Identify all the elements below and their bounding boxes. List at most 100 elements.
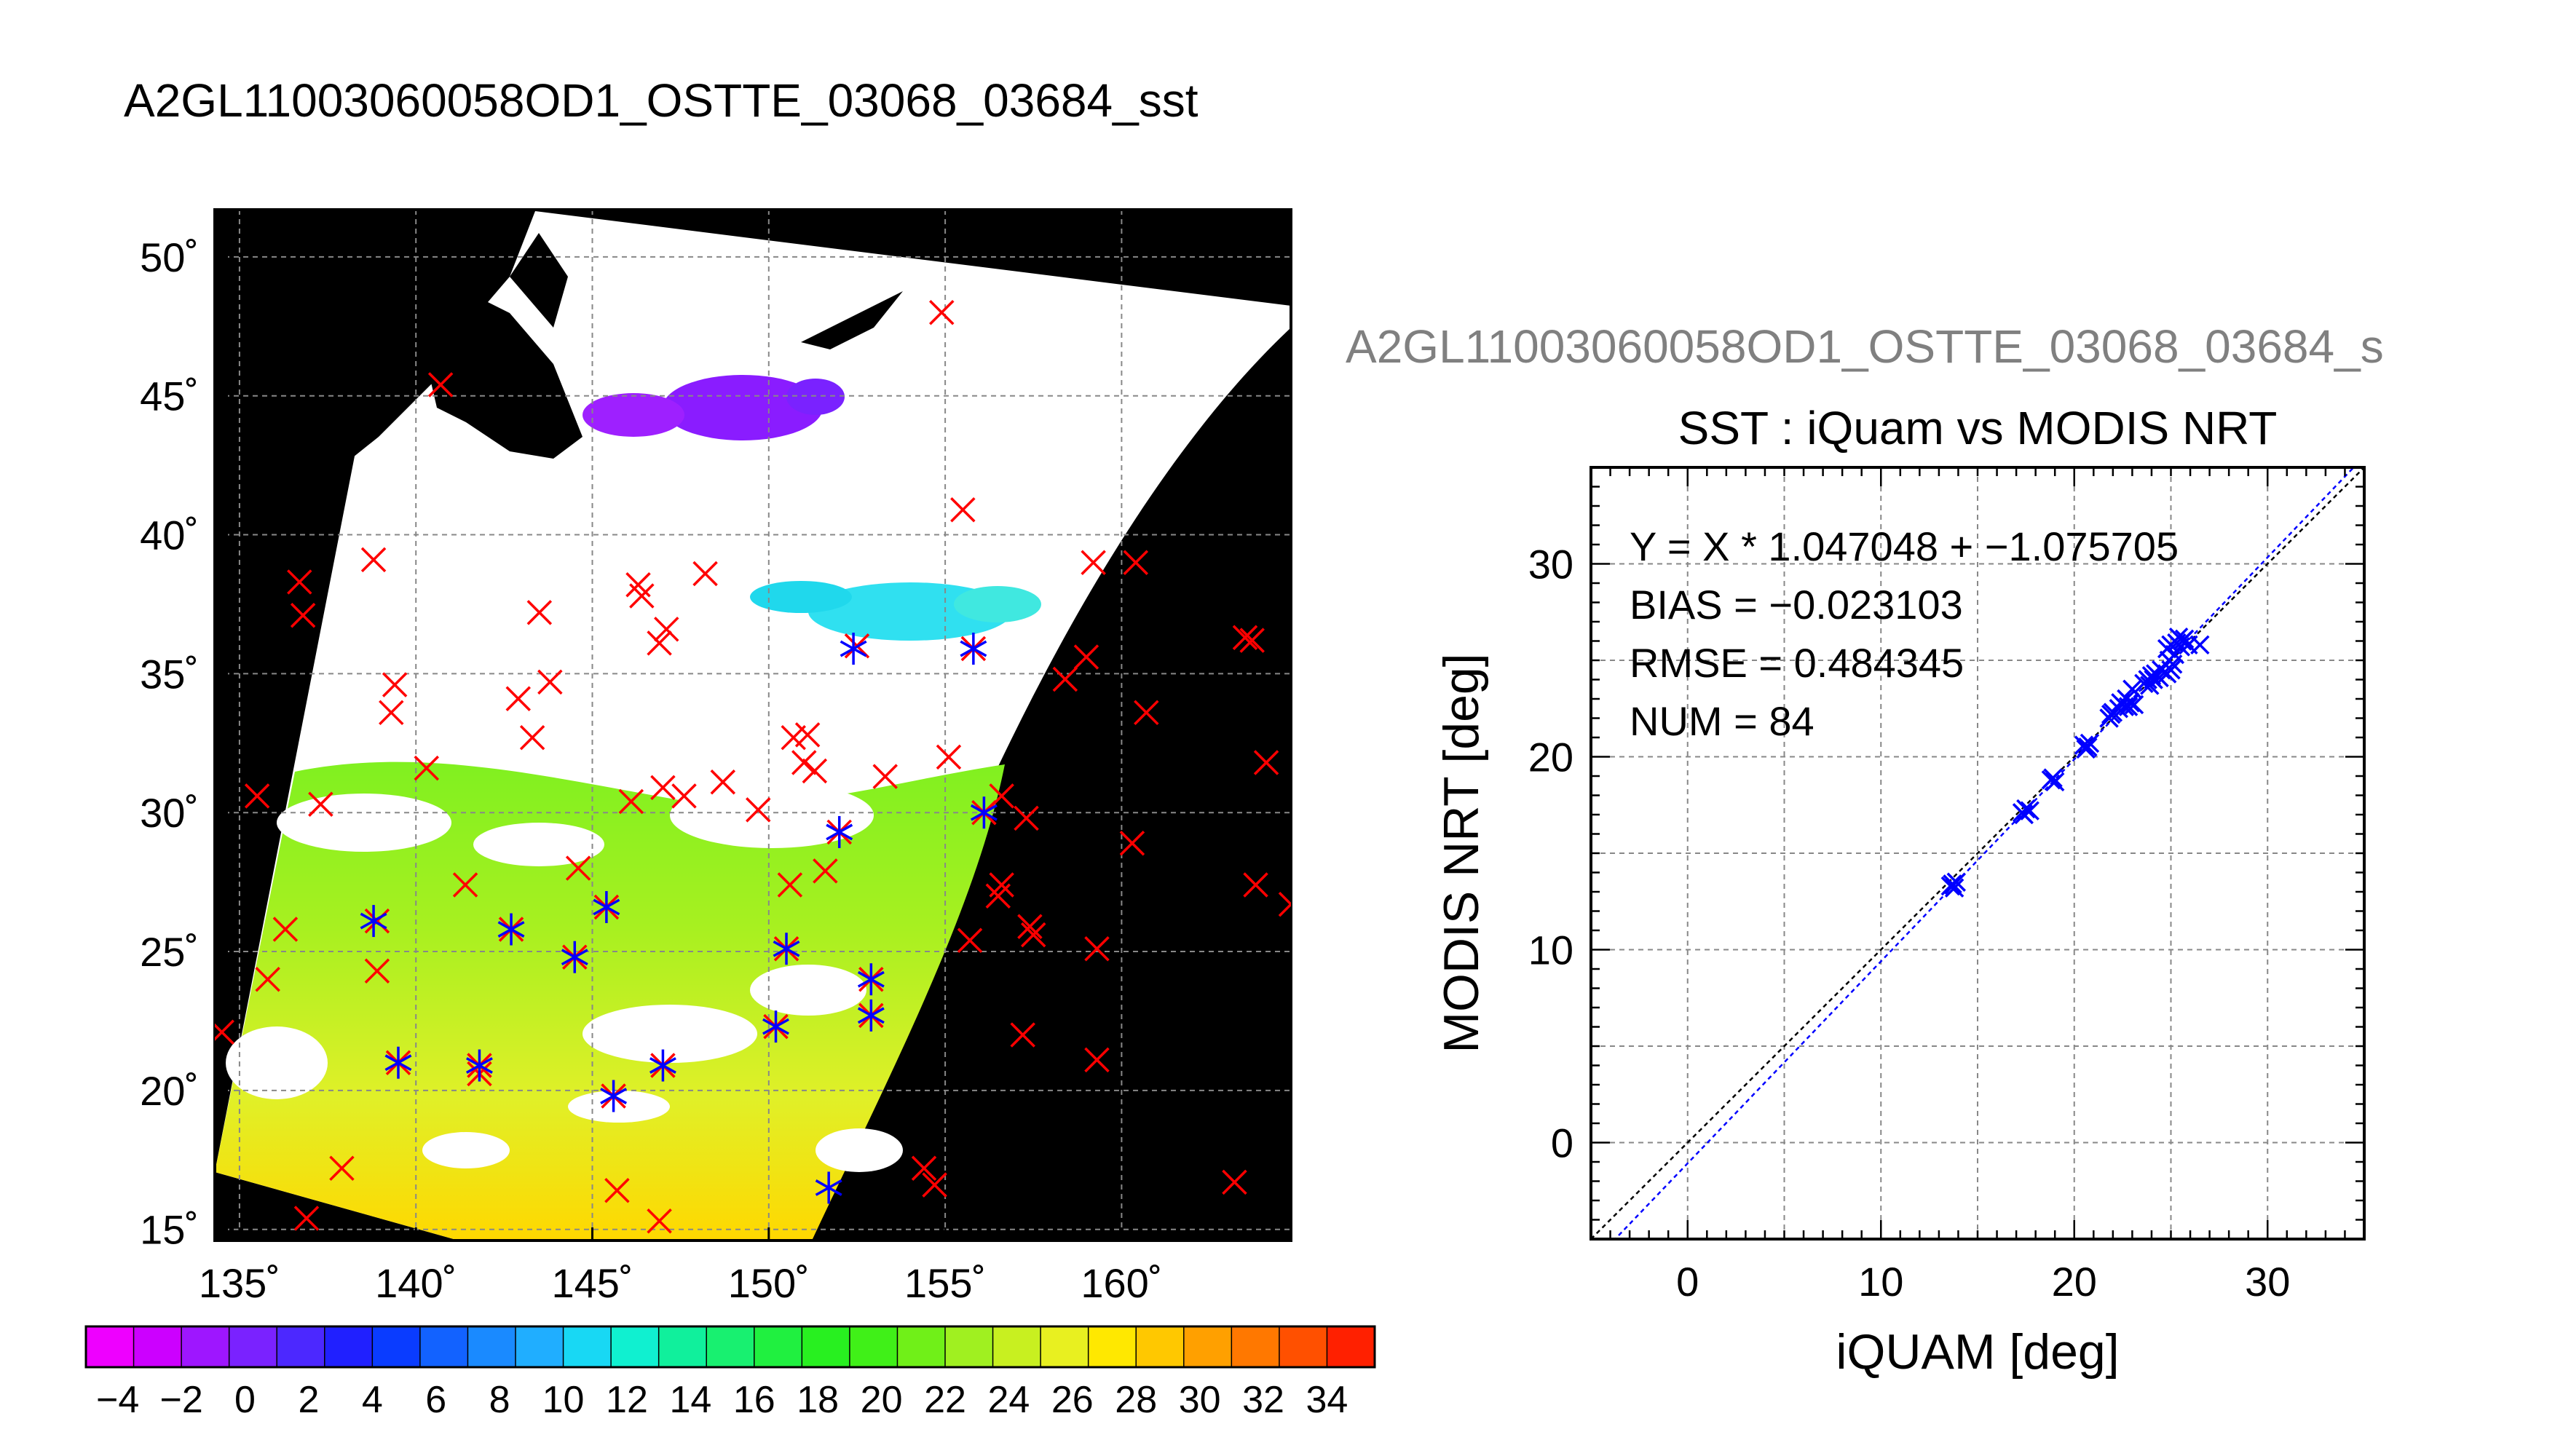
iquam-marker bbox=[1134, 700, 1159, 726]
matchup-marker bbox=[970, 796, 998, 829]
scatter-point bbox=[1946, 872, 1967, 892]
iquam-marker bbox=[1243, 872, 1268, 898]
scatter-point bbox=[2045, 772, 2065, 792]
iquam-marker bbox=[329, 1155, 355, 1182]
iquam-marker bbox=[692, 561, 718, 587]
colorbar-label: 4 bbox=[362, 1379, 383, 1421]
colorbar-cell bbox=[133, 1326, 183, 1368]
iquam-marker bbox=[1052, 666, 1078, 692]
colorbar-label: −2 bbox=[159, 1379, 202, 1421]
matchup-marker bbox=[561, 941, 588, 973]
colorbar-cell bbox=[515, 1326, 564, 1368]
map-x-tick-label: 140˚ bbox=[375, 1260, 457, 1306]
map-x-tick-label: 155˚ bbox=[904, 1260, 986, 1306]
scatter-ticks: 0 10 20 30 0 10 20 30 bbox=[1528, 466, 2366, 1305]
scatter-point bbox=[2076, 739, 2096, 759]
colorbar-label: 26 bbox=[1051, 1379, 1094, 1421]
iquam-marker bbox=[1084, 936, 1110, 962]
iquam-marker bbox=[1017, 914, 1043, 939]
iquam-marker bbox=[746, 797, 771, 823]
map-y-tick-label: 20˚ bbox=[140, 1068, 199, 1114]
iquam-marker bbox=[777, 872, 803, 898]
iquam-marker bbox=[794, 722, 821, 748]
scatter-point bbox=[2080, 733, 2100, 753]
scatter-point bbox=[2074, 735, 2094, 755]
colorbar-label: 16 bbox=[733, 1379, 775, 1421]
matchup-marker bbox=[773, 933, 800, 965]
colorbar-labels: −4 −2 0 2 4 6 8 10 12 14 16 18 20 22 24 26 28 30 32 34 bbox=[96, 1379, 1348, 1421]
cyan-patch bbox=[750, 581, 1041, 641]
colorbar-label: 14 bbox=[669, 1379, 711, 1421]
iquam-marker bbox=[1222, 1169, 1247, 1195]
iquam-marker bbox=[950, 496, 976, 523]
scatter-y-tick-label: 0 bbox=[1551, 1120, 1573, 1166]
stat-fit-equation: Y = X * 1.047048 + −1.075705 bbox=[1630, 523, 2179, 569]
matchup-marker bbox=[593, 890, 620, 923]
map-x-tick-label: 150˚ bbox=[728, 1260, 810, 1306]
colorbar-cell bbox=[324, 1326, 374, 1368]
scatter-point bbox=[2020, 801, 2039, 820]
iquam-marker bbox=[929, 299, 955, 325]
map-y-tick-label: 45˚ bbox=[140, 373, 199, 419]
iquam-marker bbox=[791, 750, 817, 775]
iquam-marker bbox=[989, 783, 1014, 809]
map-x-tick-label: 145˚ bbox=[551, 1260, 633, 1306]
iquam-marker bbox=[452, 872, 478, 898]
scatter-plot: A2GL11003060058OD1_OSTTE_03068_03684_s S… bbox=[1346, 320, 2384, 1380]
scatter-x-tick-label: 30 bbox=[2245, 1259, 2290, 1305]
sst-map: 135˚ 140˚ 145˚ 150˚ 155˚ 160˚ 50˚ 45˚ 40˚ 35˚ 30˚… bbox=[140, 208, 1292, 1306]
map-y-tick-label: 30˚ bbox=[140, 790, 199, 836]
colorbar-cell bbox=[801, 1326, 851, 1368]
iquam-marker bbox=[1010, 1022, 1035, 1048]
stat-bias: BIAS = −0.023103 bbox=[1630, 582, 1963, 628]
colorbar-label: 8 bbox=[489, 1379, 510, 1421]
colorbar-cell bbox=[944, 1326, 994, 1368]
colorbar-label: 28 bbox=[1115, 1379, 1157, 1421]
iquam-marker bbox=[308, 791, 333, 818]
colorbar-cell bbox=[85, 1326, 135, 1368]
colorbar-cell bbox=[467, 1326, 517, 1368]
iquam-marker bbox=[1021, 922, 1046, 948]
iquam-marker bbox=[1278, 891, 1291, 917]
iquam-marker bbox=[654, 617, 679, 642]
scatter-y-tick-label: 30 bbox=[1528, 542, 1573, 587]
iquam-marker bbox=[1232, 625, 1258, 651]
matchup-marker bbox=[465, 1049, 493, 1082]
colorbar: −4 −2 0 2 4 6 8 10 12 14 16 18 20 22 24 26 28 30 32 34 bbox=[84, 1325, 1376, 1421]
matchup-marker bbox=[815, 1171, 842, 1204]
colorbar-label: 22 bbox=[924, 1379, 966, 1421]
colorbar-label: 34 bbox=[1306, 1379, 1348, 1421]
scatter-stats: Y = X * 1.047048 + −1.075705 BIAS = −0.0… bbox=[1630, 523, 2179, 744]
scatter-y-tick-label: 10 bbox=[1528, 927, 1573, 973]
map-x-tick-label: 160˚ bbox=[1081, 1260, 1162, 1306]
iquam-marker bbox=[255, 966, 280, 992]
map-y-tick-label: 50˚ bbox=[140, 234, 199, 280]
iquam-marker bbox=[911, 1155, 937, 1182]
map-x-tick-label: 135˚ bbox=[199, 1260, 280, 1306]
colorbar-cell bbox=[657, 1326, 708, 1368]
iquam-marker bbox=[414, 755, 439, 781]
identity-line bbox=[1591, 467, 2364, 1239]
scatter-point bbox=[2165, 644, 2185, 665]
scatter-point bbox=[2014, 804, 2034, 825]
colorbar-cell bbox=[1231, 1326, 1281, 1368]
matchup-marker bbox=[840, 633, 867, 665]
iquam-marker bbox=[1014, 805, 1039, 831]
colorbar-cell bbox=[1135, 1326, 1185, 1368]
colorbar-label: 10 bbox=[542, 1379, 585, 1421]
iquam-marker bbox=[505, 686, 531, 711]
iquam-marker bbox=[922, 1172, 947, 1198]
matchup-marker bbox=[826, 815, 853, 848]
colorbar-cell bbox=[419, 1326, 469, 1368]
matchup-marker bbox=[600, 1080, 628, 1112]
figure-title: A2GL11003060058OD1_OSTTE_03068_03684_sst bbox=[124, 74, 1198, 127]
scatter-point bbox=[2144, 670, 2163, 689]
scatter-point bbox=[2124, 695, 2144, 715]
iquam-marker bbox=[802, 758, 828, 784]
matchup-marker bbox=[649, 1049, 676, 1082]
iquam-marker bbox=[293, 1206, 320, 1231]
scatter-x-tick-label: 20 bbox=[2052, 1259, 2097, 1305]
scatter-point bbox=[1940, 876, 1961, 896]
map-markers bbox=[215, 299, 1291, 1234]
iquam-marker bbox=[872, 764, 898, 789]
